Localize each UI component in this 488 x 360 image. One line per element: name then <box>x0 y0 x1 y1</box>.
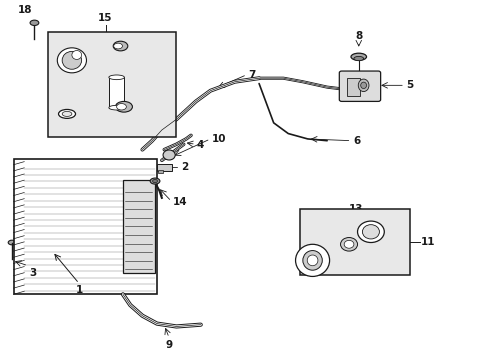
Bar <box>157 164 171 171</box>
Text: 2: 2 <box>181 162 188 172</box>
Text: 18: 18 <box>18 5 32 15</box>
Ellipse shape <box>30 20 39 26</box>
Text: 4: 4 <box>197 140 204 150</box>
Ellipse shape <box>353 57 363 61</box>
Ellipse shape <box>306 255 317 266</box>
Ellipse shape <box>302 251 322 270</box>
Text: 7: 7 <box>248 69 255 80</box>
Bar <box>14 158 157 294</box>
Ellipse shape <box>344 240 353 248</box>
Ellipse shape <box>295 244 329 276</box>
Ellipse shape <box>350 53 366 60</box>
Text: 12: 12 <box>336 262 351 273</box>
Ellipse shape <box>8 240 16 245</box>
Ellipse shape <box>116 104 126 110</box>
Ellipse shape <box>113 41 127 51</box>
Text: 9: 9 <box>165 340 172 350</box>
Ellipse shape <box>358 79 368 91</box>
Bar <box>47 32 176 137</box>
Ellipse shape <box>150 178 160 184</box>
Ellipse shape <box>72 50 81 59</box>
Ellipse shape <box>62 111 72 116</box>
Ellipse shape <box>115 102 132 112</box>
Text: 6: 6 <box>352 136 360 146</box>
Ellipse shape <box>57 48 86 73</box>
Ellipse shape <box>109 75 124 80</box>
Ellipse shape <box>62 51 81 69</box>
Text: 3: 3 <box>29 267 36 278</box>
Text: 20: 20 <box>148 102 163 112</box>
FancyBboxPatch shape <box>339 71 380 102</box>
Ellipse shape <box>152 180 157 183</box>
Ellipse shape <box>362 225 379 239</box>
Text: 1: 1 <box>76 285 82 296</box>
Text: 5: 5 <box>406 80 413 90</box>
Bar <box>158 170 163 173</box>
Text: 19: 19 <box>148 87 163 98</box>
Ellipse shape <box>59 109 75 118</box>
Text: 8: 8 <box>354 31 362 41</box>
Ellipse shape <box>340 238 357 251</box>
Ellipse shape <box>109 105 124 110</box>
Text: 20: 20 <box>148 41 163 51</box>
Text: 15: 15 <box>98 13 113 23</box>
Bar <box>346 78 360 96</box>
Text: 11: 11 <box>420 237 434 247</box>
Ellipse shape <box>163 150 175 160</box>
Bar <box>109 77 124 108</box>
Ellipse shape <box>360 82 366 89</box>
Text: 13: 13 <box>348 204 363 214</box>
Ellipse shape <box>357 221 384 243</box>
Text: 16: 16 <box>55 43 69 53</box>
Bar <box>300 208 409 275</box>
Text: 17: 17 <box>79 97 94 107</box>
Text: 10: 10 <box>211 134 225 144</box>
Ellipse shape <box>114 43 122 49</box>
Text: 14: 14 <box>172 197 187 207</box>
Bar <box>122 180 154 273</box>
